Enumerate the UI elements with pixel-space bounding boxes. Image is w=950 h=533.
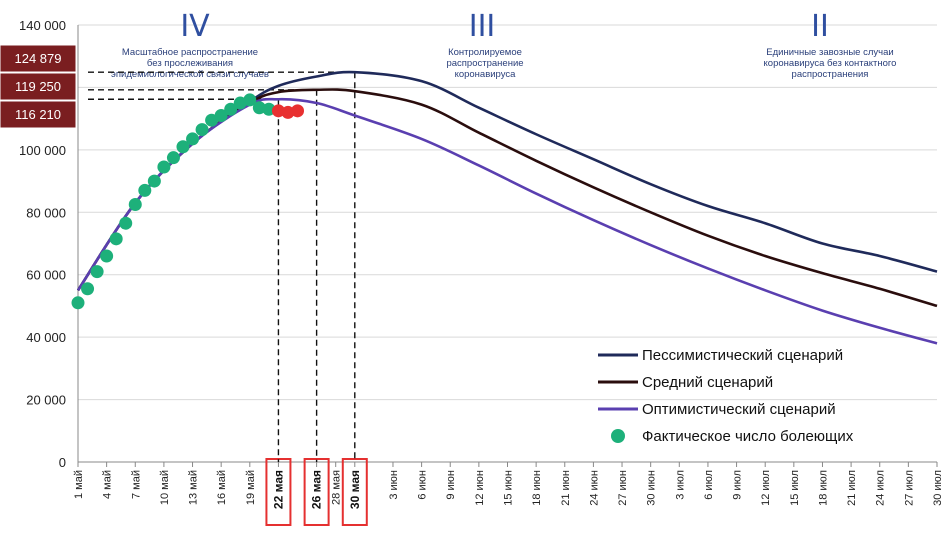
phase-description: Масштабное распространение [122, 47, 258, 58]
data-point [71, 296, 85, 310]
y-tick-label: 80 000 [26, 205, 66, 220]
guide-lines [88, 71, 356, 462]
legend-label: Пессимистический сценарий [642, 347, 843, 364]
peak-badge [0, 72, 77, 101]
y-tick-label: 40 000 [26, 330, 66, 345]
legend-swatch [611, 429, 625, 443]
x-tick-label: 10 май [159, 470, 171, 505]
data-point [195, 123, 209, 137]
phase-description: эпидемиологической связи случаев [111, 69, 269, 80]
x-tick-label: 15 июл [789, 470, 801, 506]
data-point [176, 140, 190, 154]
series-lines [76, 70, 938, 345]
x-tick-label: 27 июл [903, 470, 915, 506]
x-tick-label-highlighted: 30 мая [348, 470, 362, 509]
x-tick-label: 7 май [130, 470, 142, 499]
series-line [76, 97, 938, 345]
data-point [100, 249, 114, 263]
x-tick-label: 19 май [245, 470, 257, 505]
x-tick-label-highlighted: 22 мая [271, 470, 285, 509]
x-tick-label: 16 май [216, 470, 228, 505]
peak-badge [0, 100, 77, 129]
x-tick-label: 1 май [73, 470, 85, 499]
x-tick-label: 21 июн [560, 470, 572, 506]
x-tick-label: 9 июн [445, 470, 457, 500]
legend-label: Фактическое число болеющих [642, 428, 854, 445]
data-point [119, 216, 133, 230]
data-point [291, 104, 305, 118]
x-tick-label: 3 июн [388, 470, 400, 500]
x-tick-label: 4 май [102, 470, 114, 499]
data-point [109, 232, 123, 246]
data-point [128, 197, 142, 211]
legend-label: Средний сценарий [642, 374, 773, 391]
data-point [271, 104, 285, 118]
phase-description: без прослеживания [147, 58, 233, 69]
legend-label: Оптимистический сценарий [642, 401, 836, 418]
x-tick-label: 9 июл [732, 470, 744, 500]
peak-badges: 124 879 119 250 116 210 [0, 44, 77, 129]
phase-description: коронавируса без контактного [764, 58, 897, 69]
data-point [186, 132, 200, 146]
x-tick-label: 24 июл [875, 470, 887, 506]
x-tick-label: 12 июл [760, 470, 772, 506]
highlight-box [341, 458, 368, 526]
peak-badge-label: 116 210 [15, 107, 61, 122]
phase-description: Контролируемое [448, 47, 522, 58]
x-tick-label: 13 май [188, 470, 200, 505]
highlight-box [265, 458, 292, 526]
x-tick-label: 6 июл [703, 470, 715, 500]
x-tick-label: 15 июн [503, 470, 515, 506]
data-point [214, 109, 228, 123]
x-tick-label-highlighted: 26 мая [310, 470, 324, 509]
y-tick-label: 140 000 [19, 18, 66, 33]
legend: Пессимистический сценарий Средний сценари… [598, 347, 854, 445]
x-tick-label: 30 июн [646, 470, 658, 506]
phase-description: коронавируса [455, 69, 517, 80]
phase-numeral: II [811, 9, 829, 44]
phase-numeral: III [469, 9, 496, 44]
data-point [262, 102, 276, 116]
x-tick-label: 18 июн [531, 470, 543, 506]
data-point [243, 93, 257, 107]
phase-description: Единичные завозные случаи [766, 47, 893, 58]
phase-description: распространение [446, 58, 523, 69]
x-tick-label: 30 июл [932, 470, 944, 506]
x-tick-label: 24 июн [588, 470, 600, 506]
data-point [138, 183, 152, 197]
x-tick-label: 12 июн [474, 470, 486, 506]
y-tick-label: 60 000 [26, 268, 66, 283]
highlight-box [303, 458, 330, 526]
peak-badge-label: 124 879 [15, 51, 62, 66]
peak-badge-label: 119 250 [15, 79, 61, 94]
x-axis: 1 май 4 май 7 май 10 май 13 май 16 май 19 май 2… [73, 458, 944, 526]
gridlines [77, 24, 937, 463]
series-line [76, 70, 938, 292]
x-tick-label: 28 мая [331, 470, 343, 505]
data-point [252, 101, 266, 115]
phase-numeral: IV [180, 9, 210, 44]
data-point [90, 265, 104, 279]
data-point [224, 102, 238, 116]
y-tick-label: 0 [59, 455, 66, 470]
x-tick-label: 18 июл [817, 470, 829, 506]
x-tick-label: 3 июл [674, 470, 686, 500]
data-point [157, 160, 171, 174]
data-point [166, 151, 180, 165]
y-tick-label: 100 000 [19, 143, 66, 158]
data-point [281, 105, 295, 119]
y-tick-label: 20 000 [26, 393, 66, 408]
x-tick-label: 6 июн [417, 470, 429, 500]
x-tick-label: 27 июн [617, 470, 629, 506]
data-point [147, 174, 161, 188]
actual-points [71, 93, 305, 310]
x-tick-label: 21 июл [846, 470, 858, 506]
peak-badge [0, 44, 77, 73]
phase-description: распространения [792, 69, 869, 80]
data-point [81, 282, 95, 296]
